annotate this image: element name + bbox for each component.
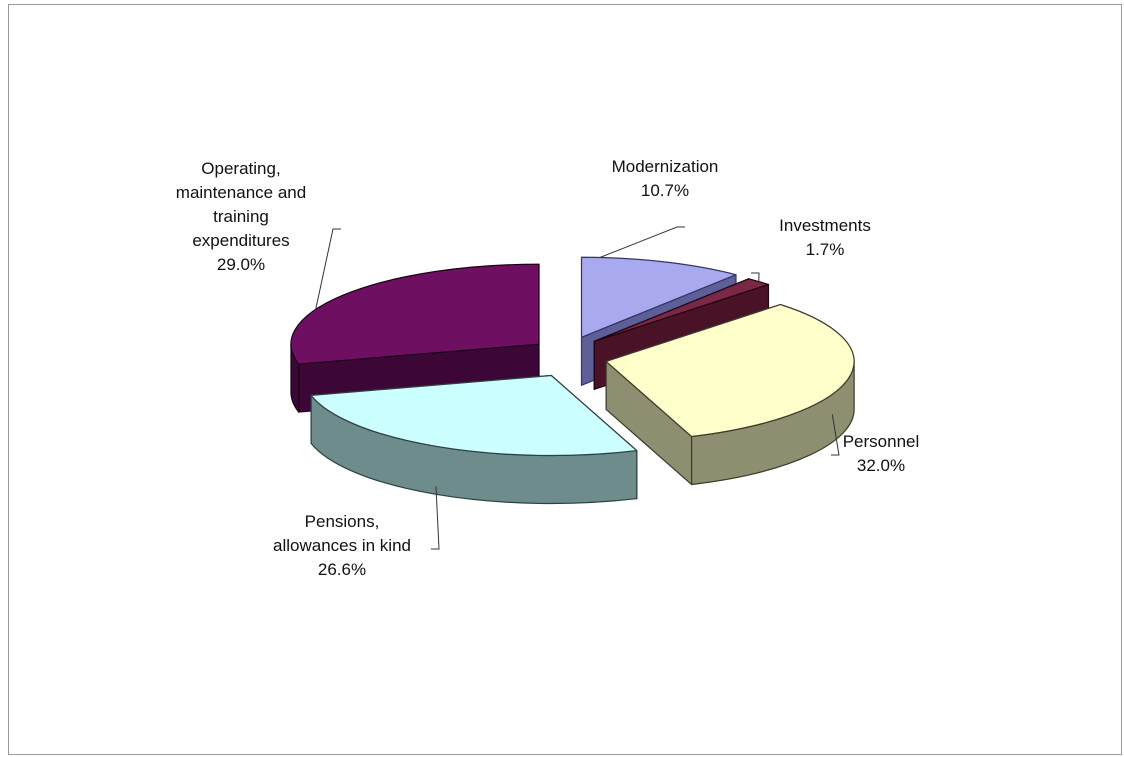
slice-label-text: training [213,207,269,226]
slice-percent: 26.6% [317,560,367,579]
slice-top-2 [605,303,855,438]
slice-percent: 1.7% [805,240,845,259]
slice-label-modernization: Modernization 10.7% [612,155,719,203]
slice-label-text: Pensions, [304,512,380,531]
slice-label-text: Personnel [842,432,920,451]
leader-line [431,486,440,550]
leader-lines [315,226,840,550]
pie-chart [290,226,855,550]
slice-percent: 10.7% [640,181,690,200]
slice-label-pensions: Pensions, allowances in kind 26.6% [273,510,411,582]
slice-top-3 [310,374,638,457]
slice-label-investments: Investments 1.7% [779,214,871,262]
pie-sides [290,256,855,505]
leader-line [599,226,685,258]
slice-label-text: Investments [779,216,871,235]
chart-area: Modernization 10.7% Investments 1.7% Per… [8,4,1122,755]
slice-percent: 32.0% [856,456,906,475]
slice-label-text: allowances in kind [273,536,411,555]
slice-label-text: maintenance and [175,183,307,202]
slice-label-text: Modernization [611,157,719,176]
leader-line [315,228,341,310]
leader-line [831,414,840,456]
slice-percent: 29.0% [216,255,266,274]
slice-label-personnel: Personnel 32.0% [843,430,920,478]
slice-top-0 [580,256,737,338]
slice-top-4 [290,263,540,365]
slice-label-text: expenditures [192,231,290,250]
slice-label-operating: Operating, maintenance and training expe… [176,157,306,277]
leader-line [751,272,760,282]
slice-label-text: Operating, [201,159,281,178]
